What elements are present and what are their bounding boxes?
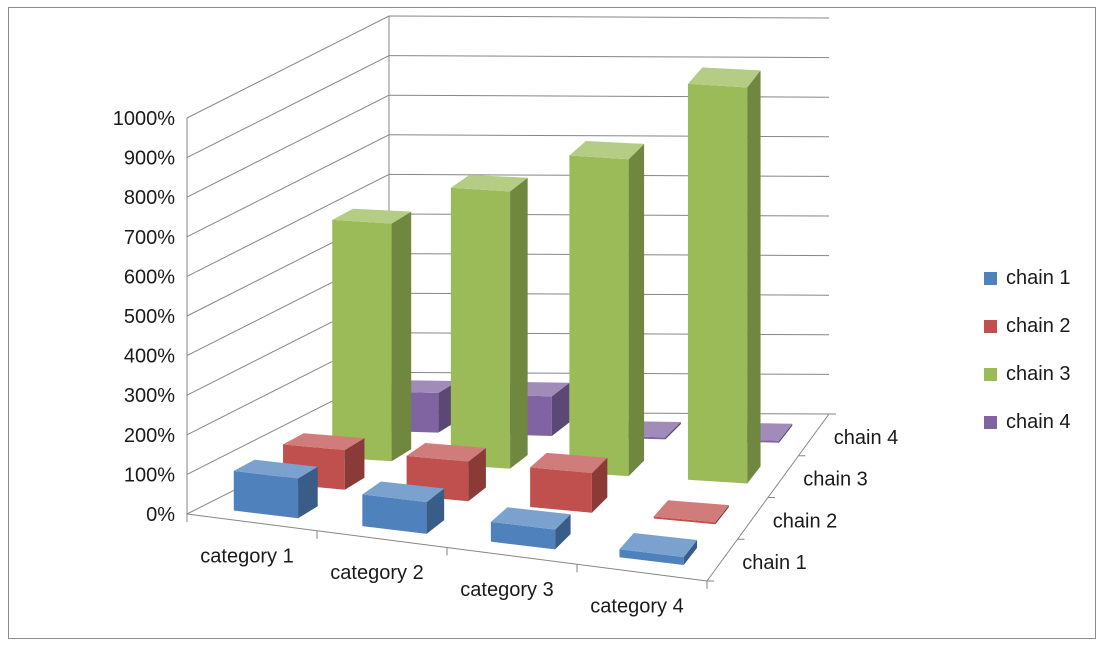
- bar-face: [687, 83, 748, 484]
- bar-side: [747, 70, 761, 484]
- bar-side: [426, 488, 445, 534]
- gridline-back: [388, 55, 830, 59]
- legend-label: chain 3: [1006, 362, 1071, 385]
- bar-side: [551, 382, 570, 437]
- bar-top: [569, 141, 645, 160]
- bar-chain-3-2: [450, 174, 528, 469]
- y-tick-label: 800%: [124, 187, 175, 209]
- bar-top: [450, 174, 528, 192]
- bar-chain-1-3: [490, 507, 571, 550]
- legend-label: chain 4: [1006, 410, 1071, 433]
- y-tick-label: 300%: [124, 385, 175, 407]
- depth-series-label: chain 3: [803, 469, 868, 491]
- bar-top: [687, 67, 761, 88]
- bar-face: [332, 219, 392, 462]
- bar-side: [778, 423, 793, 443]
- bar-top: [233, 459, 318, 479]
- bar-face: [569, 155, 629, 477]
- bar-top: [332, 208, 412, 224]
- chart-frame: 0% 100% 200% 300% 400% 500% 600% 700% 800% 900% 10…: [8, 7, 1096, 639]
- chart-plot: 0% 100% 200% 300% 400% 500% 600% 700% 800% 900% 10…: [113, 15, 899, 618]
- gridline-back: [388, 94, 830, 98]
- bar-chain-3-3: [569, 141, 645, 477]
- y-tick-label: 600%: [124, 266, 175, 288]
- bar-chain-2-3: [530, 452, 608, 513]
- legend-swatch: [984, 271, 997, 285]
- y-tick-label: 0%: [146, 504, 175, 526]
- bar-side: [591, 457, 608, 513]
- gridline-side: [186, 94, 390, 198]
- bar-chain-2-4: [653, 500, 729, 525]
- y-tick-label: 500%: [124, 306, 175, 328]
- bar-top: [362, 481, 445, 503]
- y-tick-label: 400%: [124, 346, 175, 368]
- x-category-label: category 3: [460, 579, 553, 601]
- bar-face: [530, 467, 592, 513]
- gridline-side: [186, 15, 390, 119]
- bar-top: [406, 443, 486, 462]
- legend-label: chain 2: [1006, 314, 1071, 337]
- x-category-label: category 2: [330, 562, 423, 584]
- bar-face: [362, 494, 427, 534]
- bar-chain-3-4: [687, 67, 761, 484]
- legend-swatch: [984, 319, 997, 333]
- legend-item: chain 3: [984, 350, 1071, 398]
- gridline-side: [186, 55, 390, 159]
- bar-face: [233, 470, 299, 519]
- bar-side: [628, 143, 645, 477]
- gridline-side: [186, 173, 390, 277]
- bar-face: [619, 549, 684, 565]
- bar-face: [653, 516, 716, 525]
- depth-series-label: chain 2: [773, 510, 838, 532]
- bar-side: [510, 177, 528, 469]
- x-category-label: category 4: [590, 596, 683, 618]
- legend-swatch: [984, 367, 997, 381]
- bar-side: [344, 438, 365, 490]
- bar-chain-3-1: [332, 208, 412, 462]
- bar-side: [665, 422, 681, 440]
- bar-chain-1-1: [233, 459, 318, 519]
- bar-chain-1-2: [362, 481, 445, 534]
- gridline-side: [186, 134, 390, 238]
- legend-label: chain 1: [1006, 266, 1071, 289]
- bar-side: [555, 514, 571, 550]
- bar-top: [530, 452, 608, 474]
- bar-top: [283, 433, 365, 451]
- x-category-label: category 1: [200, 545, 293, 567]
- bar-top: [619, 533, 698, 558]
- gridline-back: [388, 15, 830, 19]
- legend-item: chain 1: [984, 254, 1071, 302]
- bar-face: [490, 521, 556, 550]
- depth-series-label: chain 1: [742, 552, 807, 574]
- bar-top: [490, 507, 571, 530]
- y-tick-label: 1000%: [113, 108, 175, 130]
- bar-side: [298, 466, 318, 519]
- chart-legend: chain 1 chain 2 chain 3 chain 4: [984, 254, 1071, 446]
- y-tick-label: 100%: [124, 464, 175, 486]
- bar-chain-1-4: [619, 533, 698, 565]
- bar-side: [683, 539, 698, 565]
- bar-side: [715, 505, 729, 525]
- y-tick-label: 200%: [124, 425, 175, 447]
- y-tick-label: 700%: [124, 227, 175, 249]
- bar-side: [391, 211, 412, 462]
- bar-side: [468, 447, 486, 502]
- legend-swatch: [984, 415, 997, 429]
- depth-series-label: chain 4: [834, 427, 899, 449]
- y-tick-label: 900%: [124, 148, 175, 170]
- gridline-back: [388, 134, 830, 138]
- bar-face: [450, 187, 511, 469]
- legend-item: chain 4: [984, 398, 1071, 446]
- bar-top: [653, 500, 729, 523]
- legend-item: chain 2: [984, 302, 1071, 350]
